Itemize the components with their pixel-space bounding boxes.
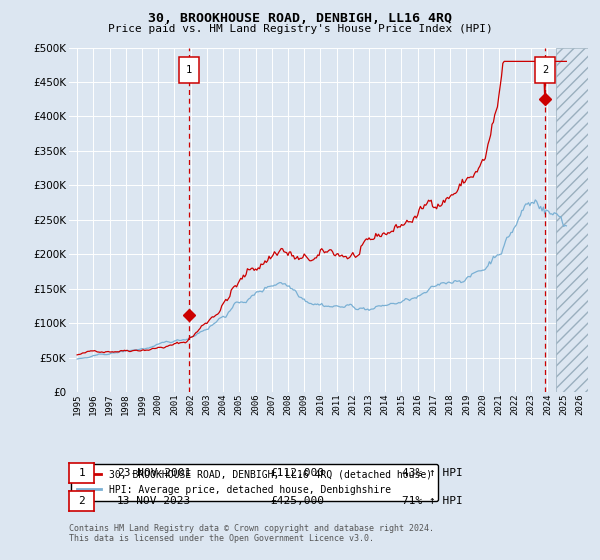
Text: 2: 2 (78, 496, 85, 506)
Text: Contains HM Land Registry data © Crown copyright and database right 2024.: Contains HM Land Registry data © Crown c… (69, 524, 434, 533)
Text: Price paid vs. HM Land Registry's House Price Index (HPI): Price paid vs. HM Land Registry's House … (107, 24, 493, 34)
Text: 13-NOV-2023: 13-NOV-2023 (117, 496, 191, 506)
FancyBboxPatch shape (179, 57, 199, 83)
Text: £112,000: £112,000 (270, 468, 324, 478)
Text: 1: 1 (185, 65, 192, 75)
Bar (556, 48, 588, 392)
FancyBboxPatch shape (535, 57, 555, 83)
Text: 1: 1 (78, 468, 85, 478)
Text: 43% ↑ HPI: 43% ↑ HPI (402, 468, 463, 478)
Text: £425,000: £425,000 (270, 496, 324, 506)
Text: 23-NOV-2001: 23-NOV-2001 (117, 468, 191, 478)
Text: 2: 2 (542, 65, 548, 75)
Text: 71% ↑ HPI: 71% ↑ HPI (402, 496, 463, 506)
Text: 30, BROOKHOUSE ROAD, DENBIGH, LL16 4RQ: 30, BROOKHOUSE ROAD, DENBIGH, LL16 4RQ (148, 12, 452, 25)
Text: This data is licensed under the Open Government Licence v3.0.: This data is licensed under the Open Gov… (69, 534, 374, 543)
Legend: 30, BROOKHOUSE ROAD, DENBIGH, LL16 4RQ (detached house), HPI: Average price, det: 30, BROOKHOUSE ROAD, DENBIGH, LL16 4RQ (… (71, 464, 438, 501)
